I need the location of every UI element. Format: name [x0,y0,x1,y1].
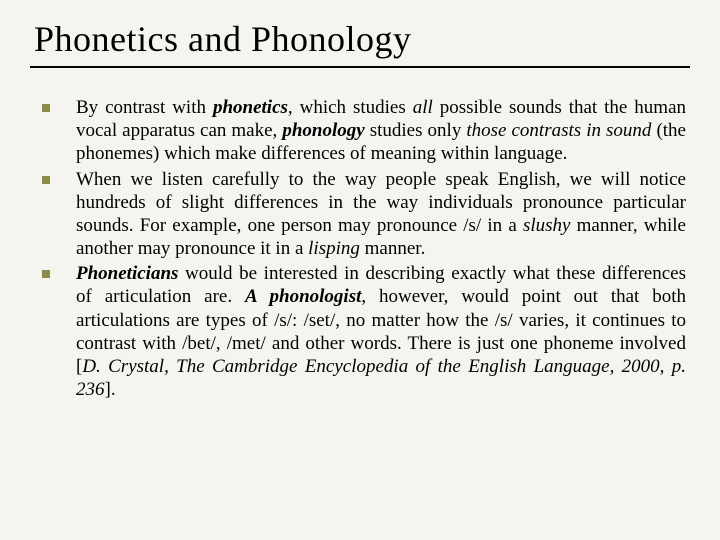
list-item: When we listen carefully to the way peop… [42,168,690,261]
title-rule [30,66,690,68]
bullet-text: When we listen carefully to the way peop… [76,168,686,261]
bullet-text: By contrast with phonetics, which studie… [76,96,686,166]
bullet-list: By contrast with phonetics, which studie… [30,96,690,401]
list-item: By contrast with phonetics, which studie… [42,96,690,166]
list-item: Phoneticians would be interested in desc… [42,262,690,401]
bullet-icon [42,270,50,278]
page-title: Phonetics and Phonology [30,18,690,60]
bullet-icon [42,104,50,112]
bullet-text: Phoneticians would be interested in desc… [76,262,686,401]
bullet-icon [42,176,50,184]
